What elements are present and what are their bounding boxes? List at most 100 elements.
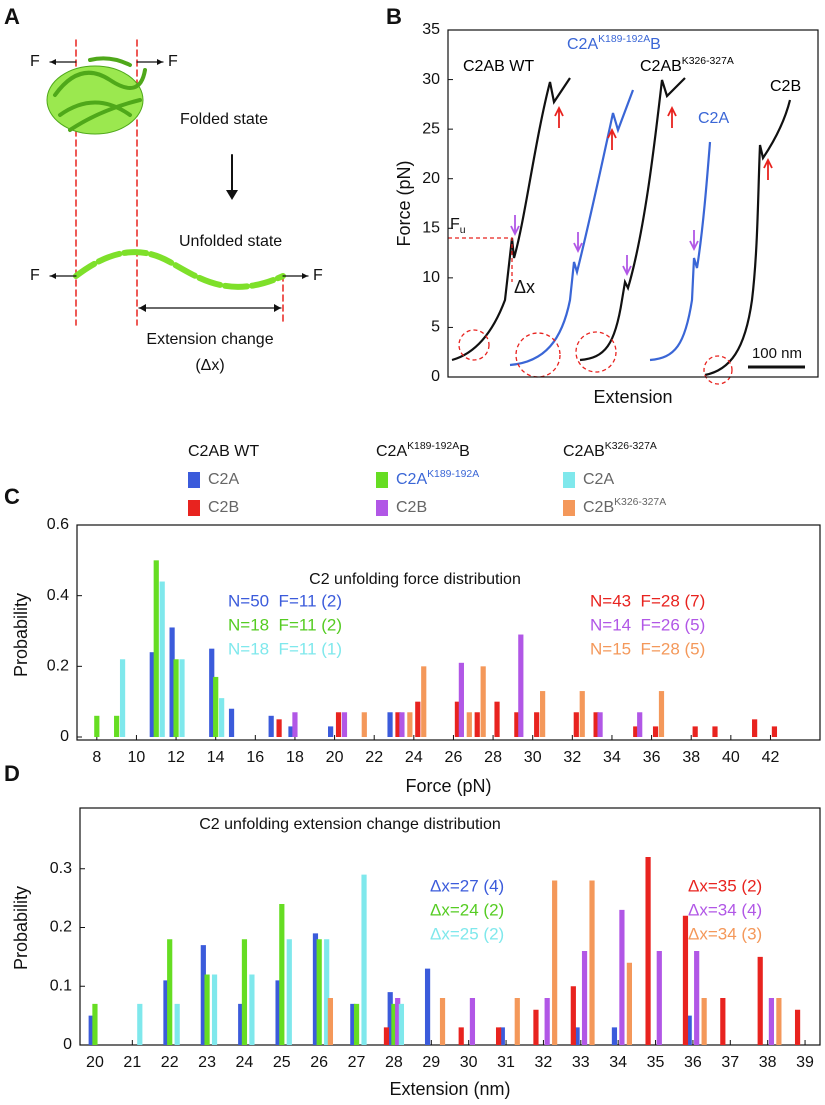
bar — [768, 998, 775, 1045]
highlight-circle — [515, 332, 561, 378]
y-axis-label: Probability — [11, 886, 31, 970]
trace — [649, 141, 712, 362]
x-tick-label: 22 — [365, 749, 383, 766]
bar — [361, 874, 367, 1045]
x-tick-label: 16 — [246, 749, 264, 766]
bar — [137, 1003, 143, 1045]
x-tick-label: 24 — [236, 1054, 254, 1071]
legend-label: C2B — [208, 499, 239, 516]
panel-letter: B — [386, 4, 402, 29]
arrow — [622, 255, 632, 277]
bar — [626, 962, 632, 1045]
trace-label: C2AK189-192AB — [567, 34, 661, 53]
bar — [341, 712, 348, 737]
x-tick-label: 34 — [603, 749, 621, 766]
bar — [350, 1003, 356, 1045]
bar — [167, 939, 173, 1045]
legend-label-part: K326-327A — [614, 497, 666, 508]
x-tick-label: 28 — [484, 749, 502, 766]
x-tick-label: 32 — [535, 1054, 553, 1071]
bar — [794, 1009, 801, 1045]
x-axis-label: Force (pN) — [405, 776, 491, 796]
bar — [149, 652, 155, 737]
trace — [451, 77, 571, 362]
legend-label-part: C2A — [396, 471, 427, 488]
bar — [439, 998, 446, 1045]
bar — [619, 909, 625, 1045]
legend-group-title: C2AK189-192AB — [376, 441, 470, 460]
x-tick-label: 36 — [684, 1054, 702, 1071]
bar — [686, 1015, 692, 1045]
panel-letter: A — [4, 4, 20, 29]
bar — [454, 701, 461, 737]
x-tick-label: 32 — [563, 749, 581, 766]
y-tick-label: 0 — [63, 1036, 72, 1053]
bar — [407, 712, 413, 737]
y-tick-label: 0 — [60, 728, 69, 745]
legend-swatch — [376, 500, 388, 516]
bar — [589, 880, 595, 1045]
x-tick-label: 12 — [167, 749, 185, 766]
x-tick-label: 38 — [682, 749, 700, 766]
x-tick-label: 14 — [207, 749, 225, 766]
bar — [249, 974, 255, 1045]
bar — [173, 659, 179, 737]
bar — [658, 691, 665, 737]
plot-frame — [447, 29, 819, 378]
traces — [448, 77, 805, 385]
x-tick-label: 23 — [198, 1054, 216, 1071]
trace — [509, 89, 635, 367]
panel-letter: C — [4, 484, 20, 509]
bar — [514, 998, 520, 1045]
bar — [395, 998, 401, 1045]
bar — [279, 904, 285, 1045]
panel-letter: D — [4, 761, 20, 786]
highlight-circle — [458, 329, 490, 361]
trace-label-part: K326-327A — [682, 56, 734, 67]
y-tick-label: 5 — [431, 319, 440, 336]
trace-label-part: C2A — [698, 110, 729, 127]
bar — [593, 712, 599, 737]
x-tick-label: 42 — [762, 749, 780, 766]
highlight-circle — [703, 355, 733, 385]
bar — [169, 627, 175, 737]
arrow-head — [302, 273, 308, 279]
bar — [94, 715, 100, 737]
legend-label: C2AK189-192A — [396, 469, 479, 488]
bar — [174, 1003, 180, 1045]
bar — [645, 857, 651, 1045]
x-tick-label: 30 — [460, 1054, 478, 1071]
highlight-circle — [575, 331, 617, 373]
y-tick-label: 0.2 — [47, 658, 69, 675]
bar — [544, 998, 550, 1045]
x-tick-label: 20 — [86, 1054, 104, 1071]
arrow-head — [157, 59, 163, 65]
arrow-head — [50, 59, 56, 65]
extension-label: Extension change — [146, 331, 273, 348]
fu-label-part: u — [460, 225, 466, 236]
bar — [424, 968, 431, 1045]
trace-label: C2A — [698, 110, 729, 127]
legend-label-part: C2B — [208, 499, 239, 516]
bar — [514, 712, 520, 737]
bar — [757, 956, 763, 1045]
bar — [391, 1003, 397, 1045]
legend-swatch — [563, 472, 575, 488]
bar — [159, 581, 165, 737]
bar — [752, 719, 758, 737]
unfolded-chain — [73, 249, 286, 290]
bar — [324, 939, 330, 1045]
bar — [286, 939, 292, 1045]
y-tick-label: 20 — [422, 170, 440, 187]
bar — [387, 992, 393, 1045]
x-tick-label: 26 — [310, 1054, 328, 1071]
bar — [518, 634, 524, 737]
arrow — [763, 157, 773, 180]
bar — [268, 715, 274, 737]
trace-label: C2ABK326-327A — [640, 56, 734, 75]
bar — [694, 951, 700, 1045]
annotation: Δx=34 (3) — [688, 924, 762, 943]
y-tick-label: 0 — [431, 368, 440, 385]
